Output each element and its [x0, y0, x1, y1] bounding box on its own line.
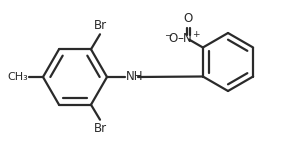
Text: Br: Br — [93, 122, 106, 135]
Text: O: O — [183, 13, 193, 26]
Text: +: + — [192, 30, 200, 39]
Text: –: – — [177, 32, 183, 45]
Text: O: O — [168, 32, 178, 45]
Text: CH₃: CH₃ — [7, 72, 28, 82]
Text: −: − — [164, 30, 172, 39]
Text: NH: NH — [126, 71, 144, 84]
Text: N: N — [183, 32, 192, 45]
Text: Br: Br — [93, 19, 106, 32]
